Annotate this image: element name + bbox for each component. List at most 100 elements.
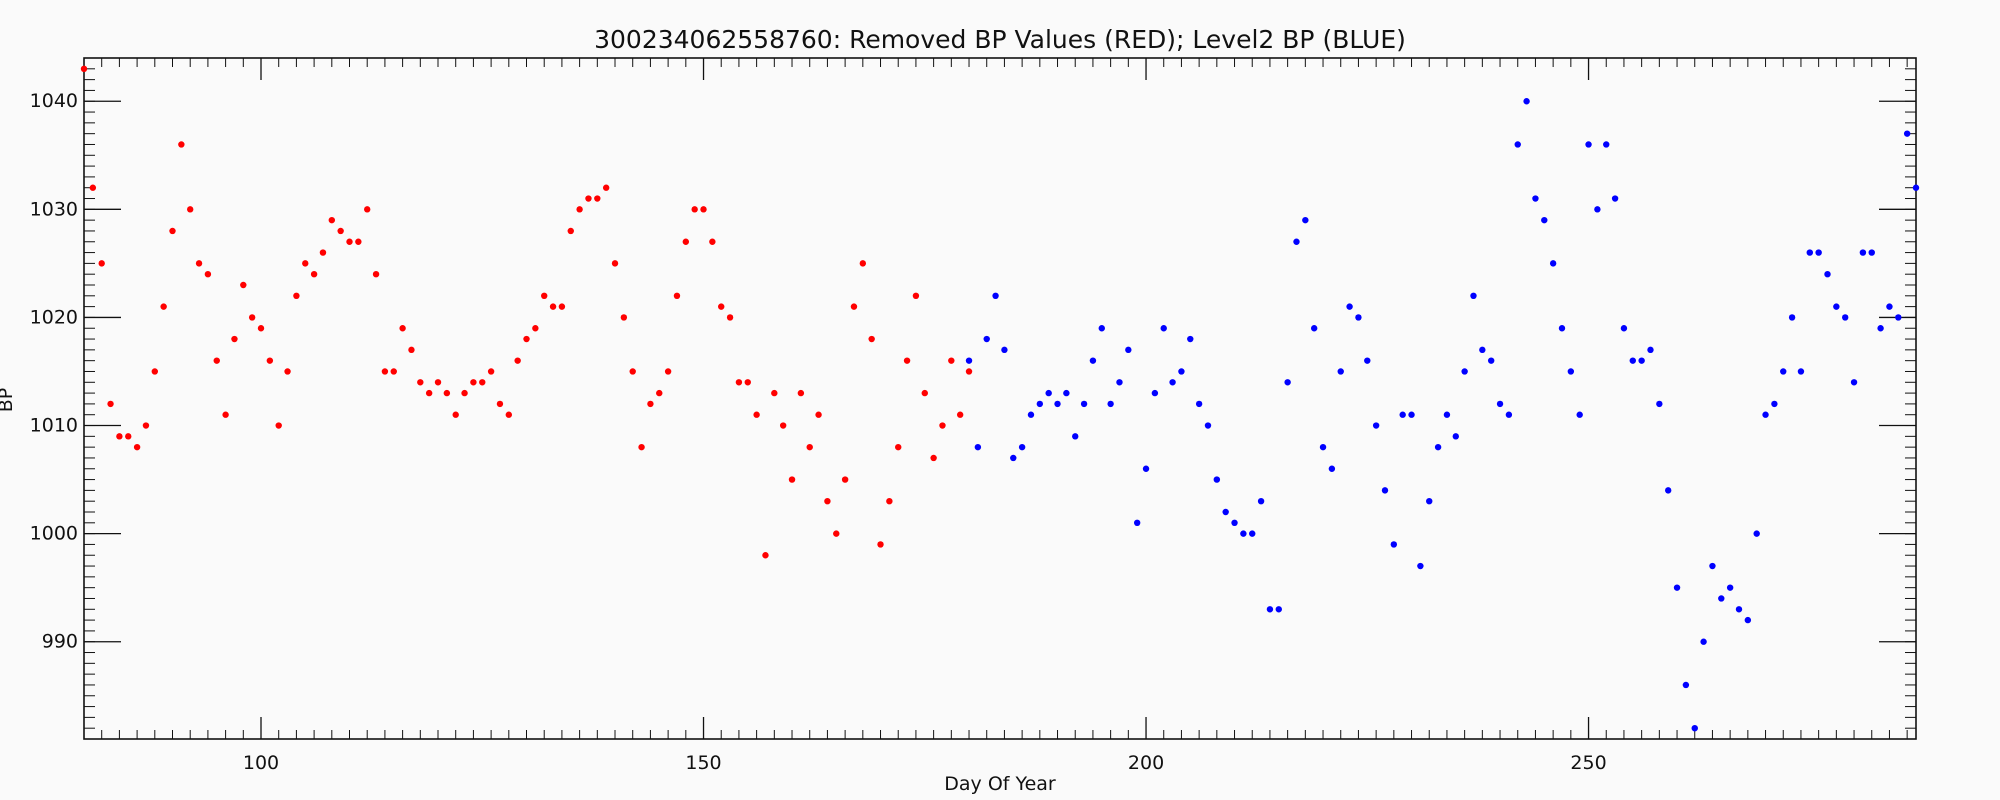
red-data-point bbox=[638, 443, 645, 451]
red-data-point bbox=[487, 368, 495, 375]
blue-data-point bbox=[1709, 562, 1716, 570]
blue-data-point bbox=[1125, 346, 1132, 354]
blue-data-point bbox=[1603, 141, 1610, 148]
red-data-point bbox=[364, 206, 371, 213]
series-layer bbox=[80, 65, 1920, 732]
red-data-point bbox=[859, 260, 867, 267]
blue-data-point bbox=[1576, 411, 1583, 418]
blue-data-point bbox=[1700, 638, 1707, 645]
blue-data-point bbox=[1470, 292, 1477, 300]
red-data-point bbox=[417, 379, 424, 386]
blue-data-point bbox=[1903, 130, 1911, 137]
blue-data-point bbox=[1434, 443, 1442, 451]
blue-data-point bbox=[1010, 454, 1017, 462]
red-data-point bbox=[585, 195, 592, 202]
blue-data-point bbox=[1443, 411, 1451, 418]
red-data-point bbox=[558, 303, 566, 310]
blue-data-point bbox=[1045, 389, 1052, 397]
blue-data-point bbox=[1664, 487, 1672, 494]
blue-data-point bbox=[1620, 325, 1628, 332]
blue-data-point bbox=[1133, 519, 1141, 527]
blue-data-point bbox=[1036, 400, 1044, 408]
red-data-point bbox=[381, 368, 389, 375]
blue-data-point bbox=[1647, 346, 1654, 354]
blue-data-point bbox=[1895, 314, 1902, 321]
red-data-point bbox=[89, 184, 97, 191]
red-data-point bbox=[567, 227, 574, 235]
blue-data-point bbox=[1824, 270, 1831, 278]
red-data-point bbox=[939, 422, 946, 429]
red-data-point bbox=[930, 454, 937, 462]
red-data-point bbox=[868, 335, 875, 343]
red-data-point bbox=[479, 379, 486, 386]
blue-data-point bbox=[1346, 303, 1353, 310]
blue-data-point bbox=[1912, 184, 1920, 191]
blue-data-point bbox=[1691, 724, 1698, 732]
blue-data-point bbox=[1169, 379, 1176, 386]
blue-data-point bbox=[1063, 389, 1070, 397]
blue-data-point bbox=[1523, 98, 1530, 105]
red-data-point bbox=[682, 238, 690, 245]
red-data-point bbox=[797, 389, 805, 397]
chart-title: 300234062558760: Removed BP Values (RED)… bbox=[594, 25, 1406, 54]
blue-data-point bbox=[1656, 400, 1663, 408]
x-tick-label: 250 bbox=[1570, 752, 1606, 774]
blue-data-point bbox=[1231, 519, 1238, 527]
blue-data-point bbox=[1089, 357, 1097, 364]
blue-data-point bbox=[1788, 314, 1796, 321]
red-data-point bbox=[753, 411, 760, 418]
blue-data-point bbox=[1116, 379, 1123, 386]
red-data-point bbox=[505, 411, 513, 418]
blue-data-point bbox=[1390, 541, 1398, 548]
red-data-point bbox=[470, 379, 477, 386]
red-data-point bbox=[594, 195, 601, 202]
blue-data-point bbox=[1594, 206, 1601, 213]
blue-data-point bbox=[1417, 562, 1424, 570]
blue-data-point bbox=[1541, 216, 1548, 224]
blue-data-point bbox=[1868, 249, 1875, 256]
blue-data-point bbox=[1204, 422, 1212, 429]
red-data-point bbox=[744, 379, 751, 386]
blue-data-point bbox=[1372, 422, 1380, 429]
blue-data-point bbox=[1850, 379, 1858, 386]
red-data-point bbox=[195, 260, 203, 267]
blue-data-point bbox=[1328, 465, 1336, 472]
red-data-point bbox=[709, 238, 716, 245]
blue-data-point bbox=[1505, 411, 1513, 418]
blue-data-point bbox=[1532, 195, 1539, 202]
red-data-point bbox=[921, 389, 928, 397]
blue-data-point bbox=[1240, 530, 1247, 537]
blue-data-point bbox=[1072, 433, 1079, 440]
blue-data-point bbox=[1027, 411, 1035, 418]
blue-data-point bbox=[1718, 595, 1725, 602]
blue-data-point bbox=[992, 292, 999, 300]
y-tick-label: 1020 bbox=[30, 306, 78, 328]
red-data-point bbox=[620, 314, 628, 321]
red-data-point bbox=[231, 335, 238, 343]
blue-data-point bbox=[1284, 379, 1291, 386]
y-tick-label: 1000 bbox=[30, 523, 78, 545]
red-data-point bbox=[541, 292, 548, 300]
red-data-point bbox=[903, 357, 911, 364]
red-data-point bbox=[576, 206, 583, 213]
blue-data-point bbox=[1098, 325, 1105, 332]
blue-data-point bbox=[1682, 681, 1690, 689]
red-data-point bbox=[133, 443, 141, 451]
red-data-point bbox=[806, 443, 813, 451]
red-data-point bbox=[434, 379, 442, 386]
blue-data-point bbox=[1399, 411, 1406, 418]
red-data-point bbox=[532, 325, 539, 332]
red-data-point bbox=[824, 497, 831, 505]
blue-data-point bbox=[1001, 346, 1008, 354]
red-data-point bbox=[178, 141, 185, 148]
blue-data-point bbox=[1195, 400, 1203, 408]
blue-data-point bbox=[1673, 584, 1681, 591]
blue-data-point bbox=[1514, 141, 1521, 148]
red-data-point bbox=[700, 206, 707, 213]
y-tick-label: 1030 bbox=[30, 198, 78, 220]
red-data-point bbox=[284, 368, 291, 375]
red-data-point bbox=[310, 270, 318, 278]
y-tick-label: 1010 bbox=[30, 415, 78, 437]
red-data-point bbox=[461, 389, 468, 397]
plot-border bbox=[83, 57, 1917, 740]
